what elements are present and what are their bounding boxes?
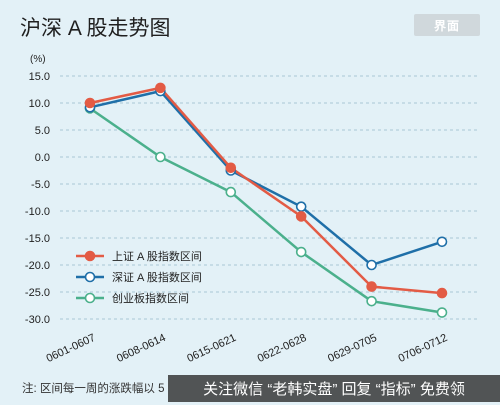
data-point <box>225 186 237 198</box>
logo-text: 界面 <box>433 18 460 33</box>
data-point <box>366 295 377 307</box>
data-point <box>155 151 166 163</box>
y-tick-label: -5.0 <box>31 179 50 191</box>
footnote: 注: 区间每一周的涨跌幅以 5 <box>22 383 165 395</box>
line-chart: (%) 15.0 10.0 5.0 0.0 -5.0 -10.0 -15.0 -20.0 -25… <box>25 54 478 365</box>
data-point <box>295 246 307 258</box>
x-tick-label: 0608-0614 <box>115 332 168 365</box>
legend-label: 创业板指数区间 <box>112 291 189 305</box>
series-line <box>89 89 443 267</box>
data-point <box>436 307 448 318</box>
legend-label: 深证 A 股指数区间 <box>112 270 202 284</box>
series-line <box>89 107 443 314</box>
y-tick-label: 15.0 <box>29 71 50 83</box>
promo-banner[interactable]: 关注微信 “老韩实盘” 回复 “指标” 免费领 <box>168 375 500 402</box>
legend-marker <box>84 271 96 283</box>
grid-layer <box>60 75 478 320</box>
series-layer <box>84 82 448 318</box>
series-line <box>89 86 443 295</box>
legend-label: 上证 A 股指数区间 <box>112 249 202 263</box>
y-tick-label: 0.0 <box>35 152 50 164</box>
y-tick-label: -30.0 <box>25 314 50 326</box>
y-tick-label: -10.0 <box>25 206 50 218</box>
y-unit-label: (%) <box>30 54 46 65</box>
data-point <box>366 281 377 292</box>
y-tick-label: -25.0 <box>25 287 50 299</box>
x-axis: 0601-0607 0608-0614 0615-0621 0622-0628 0629… <box>45 332 450 365</box>
footer: 注: 区间每一周的涨跌幅以 5 关注微信 “老韩实盘” 回复 “指标” 免费领 <box>0 372 500 405</box>
data-point <box>155 82 166 94</box>
chart-title: 沪深 A 股走势图 <box>20 17 171 40</box>
data-point <box>225 162 237 174</box>
y-tick-label: -20.0 <box>25 260 50 272</box>
x-tick-label: 0601-0607 <box>45 332 98 365</box>
x-tick-label: 0615-0621 <box>185 332 238 365</box>
data-point <box>84 97 96 109</box>
data-point <box>295 201 307 212</box>
data-point <box>295 211 307 222</box>
x-tick-label: 0629-0705 <box>326 332 379 365</box>
x-tick-label: 0706-0712 <box>397 332 450 365</box>
y-tick-label: 5.0 <box>35 125 50 137</box>
brand-logo: 界面 <box>414 14 480 36</box>
data-point <box>436 287 448 299</box>
y-axis: 15.0 10.0 5.0 0.0 -5.0 -10.0 -15.0 -20.0 -25.0 -3… <box>25 71 50 326</box>
legend-marker <box>84 292 96 304</box>
legend-marker <box>84 250 96 262</box>
x-tick-label: 0622-0628 <box>256 332 309 365</box>
data-point <box>366 259 377 271</box>
y-tick-label: 10.0 <box>29 98 50 110</box>
y-tick-label: -15.0 <box>25 233 50 245</box>
data-point <box>436 236 448 248</box>
